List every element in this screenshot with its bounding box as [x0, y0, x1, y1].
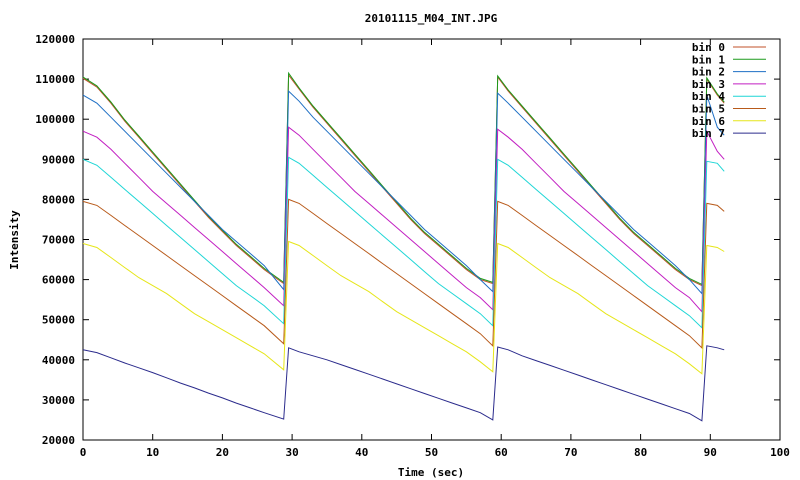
y-tick-label: 30000 — [42, 394, 75, 407]
y-tick-label: 60000 — [42, 274, 75, 287]
x-tick-label: 50 — [425, 446, 438, 459]
legend-label: bin 7 — [692, 127, 725, 140]
series-line-bin-3 — [82, 126, 725, 313]
series-line-bin-2 — [82, 89, 725, 295]
x-tick-label: 20 — [216, 446, 229, 459]
x-tick-label: 70 — [564, 446, 577, 459]
x-tick-label: 100 — [770, 446, 790, 459]
series-line-bin-5 — [82, 198, 725, 349]
y-tick-label: 20000 — [42, 434, 75, 447]
y-tick-label: 90000 — [42, 153, 75, 166]
chart-title: 20101115_M04_INT.JPG — [365, 12, 498, 25]
x-tick-label: 60 — [495, 446, 508, 459]
y-tick-label: 120000 — [35, 33, 75, 46]
legend-label: bin 0 — [692, 41, 725, 54]
x-tick-label: 30 — [285, 446, 298, 459]
x-tick-label: 10 — [146, 446, 159, 459]
y-tick-label: 40000 — [42, 354, 75, 367]
series-line-bin-6 — [82, 240, 725, 375]
y-tick-label: 80000 — [42, 193, 75, 206]
y-tick-label: 100000 — [35, 113, 75, 126]
legend-label: bin 4 — [692, 90, 725, 103]
legend-label: bin 6 — [692, 115, 725, 128]
y-tick-label: 110000 — [35, 73, 75, 86]
legend-label: bin 5 — [692, 103, 725, 116]
x-axis-label: Time (sec) — [398, 466, 464, 479]
y-tick-label: 50000 — [42, 314, 75, 327]
x-tick-label: 80 — [634, 446, 647, 459]
series-line-bin-7 — [82, 345, 725, 422]
legend-label: bin 1 — [692, 53, 725, 66]
legend-label: bin 3 — [692, 78, 725, 91]
y-axis-label: Intensity — [8, 210, 21, 270]
x-tick-label: 40 — [355, 446, 368, 459]
plot-area: 0 10 20 30 40 50 60 70 80 90 100 20000 30000 40000 500… — [35, 33, 790, 459]
x-tick-label: 0 — [80, 446, 87, 459]
y-tick-label: 70000 — [42, 234, 75, 247]
series-line-bin-4 — [82, 156, 725, 329]
x-tick-label: 90 — [704, 446, 717, 459]
legend-label: bin 2 — [692, 66, 725, 79]
series-line-bin-1 — [82, 71, 725, 286]
